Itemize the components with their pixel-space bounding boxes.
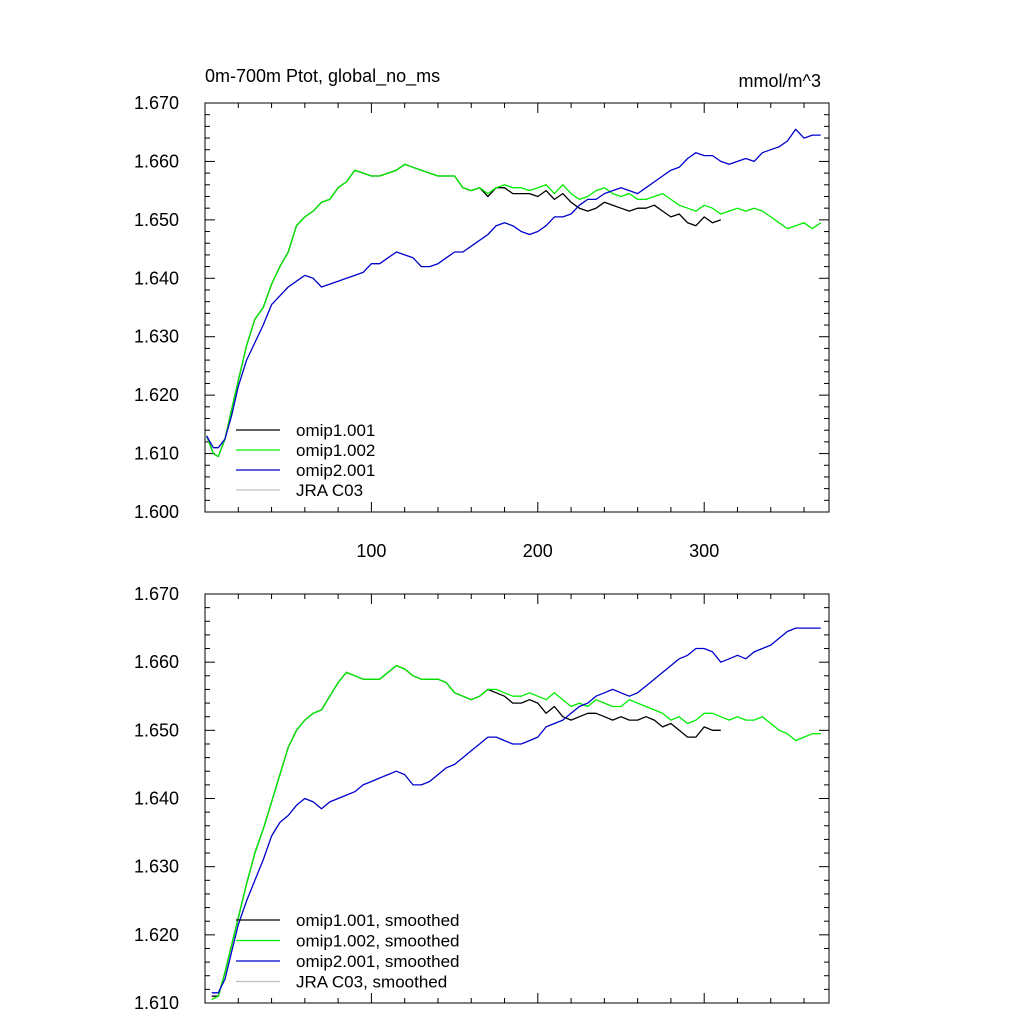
y-tick-label: 1.660 bbox=[134, 151, 179, 171]
series-line-1 bbox=[206, 163, 822, 458]
plot-frame bbox=[204, 102, 830, 513]
x-tick-label: 100 bbox=[356, 541, 386, 561]
legend-label: omip1.001 bbox=[296, 421, 375, 440]
y-tick-label: 1.640 bbox=[134, 268, 179, 288]
legend-label: JRA C03 bbox=[296, 481, 363, 500]
y-tick-label: 1.650 bbox=[134, 720, 179, 740]
y-tick-label: 1.670 bbox=[134, 93, 179, 113]
legend-label: omip1.002, smoothed bbox=[296, 932, 460, 951]
y-tick-label: 1.630 bbox=[134, 327, 179, 347]
series-line-2 bbox=[211, 627, 821, 994]
x-tick-label: 300 bbox=[689, 541, 719, 561]
y-tick-label: 1.660 bbox=[134, 652, 179, 672]
top-panel: 1.600 1.610 1.620 1.630 1.640 1.650 1.660 1.670… bbox=[134, 66, 830, 561]
legend-label: omip2.001 bbox=[296, 461, 375, 480]
y-tick-label: 1.600 bbox=[134, 502, 179, 522]
bottom-panel: 1.610 1.620 1.630 1.640 1.650 1.660 1.670 omip1… bbox=[134, 584, 830, 1013]
legend-label: omip1.002 bbox=[296, 441, 375, 460]
series-line-1 bbox=[211, 664, 821, 1001]
y-tick-label: 1.610 bbox=[134, 993, 179, 1013]
y-tick-label: 1.630 bbox=[134, 857, 179, 877]
series-line-2 bbox=[206, 128, 821, 449]
y-tick-label: 1.670 bbox=[134, 584, 179, 604]
chart-title: 0m-700m Ptot, global_no_ms bbox=[205, 66, 440, 87]
y-tick-label: 1.650 bbox=[134, 210, 179, 230]
legend-label: omip2.001, smoothed bbox=[296, 952, 460, 971]
legend-label: JRA C03, smoothed bbox=[296, 973, 447, 992]
units-label: mmol/m^3 bbox=[739, 71, 821, 91]
y-tick-label: 1.620 bbox=[134, 925, 179, 945]
y-tick-label: 1.620 bbox=[134, 385, 179, 405]
y-tick-label: 1.610 bbox=[134, 444, 179, 464]
legend-label: omip1.001, smoothed bbox=[296, 911, 460, 930]
x-tick-label: 200 bbox=[523, 541, 553, 561]
y-tick-label: 1.640 bbox=[134, 789, 179, 809]
